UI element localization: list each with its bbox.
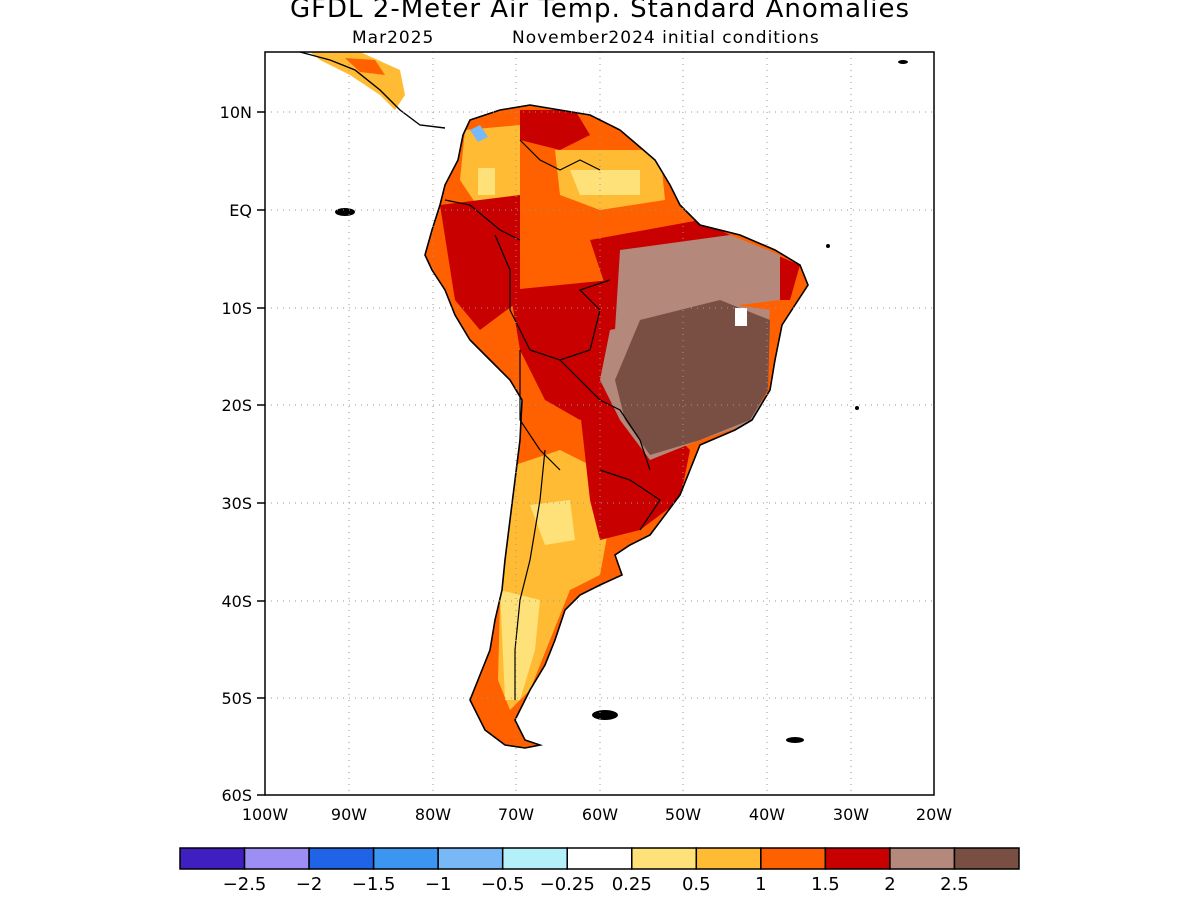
central-america-coast <box>299 51 446 129</box>
lon-label: 30W <box>833 805 869 824</box>
islands <box>335 60 908 743</box>
lon-label: 80W <box>415 805 451 824</box>
forecast-month: Mar2025 <box>352 28 435 48</box>
colorbar-label: −0.5 <box>481 874 525 895</box>
lon-label: 20W <box>916 805 952 824</box>
lon-label: 60W <box>582 805 618 824</box>
colorbar <box>179 847 1020 870</box>
lat-labels: 10N EQ 10S 20S 30S 40S 50S 60S <box>220 103 252 805</box>
colorbar-labels: −2.5 −2 −1.5 −1 −0.5 −0.25 0.25 0.5 1 1.5 2 2.5 <box>223 874 969 895</box>
lat-label: 20S <box>221 396 252 415</box>
initial-conditions: November2024 initial conditions <box>512 28 820 48</box>
lat-label: 10N <box>220 103 252 122</box>
colorbar-swatch <box>566 847 633 870</box>
colorbar-swatch <box>695 847 762 870</box>
colorbar-label: −2.5 <box>223 874 267 895</box>
colorbar-swatch <box>760 847 827 870</box>
colorbar-label: 0.25 <box>612 874 652 895</box>
colorbar-label: 1.5 <box>811 874 840 895</box>
colorbar-swatch <box>437 847 504 870</box>
map-border <box>264 51 935 796</box>
colorbar-swatch <box>631 847 698 870</box>
colorbar-label: −1.5 <box>352 874 396 895</box>
lat-label: 10S <box>221 299 252 318</box>
central-america-shading <box>310 52 405 110</box>
colorbar-label: 2 <box>884 874 895 895</box>
lon-label: 100W <box>242 805 289 824</box>
colorbar-swatch <box>308 847 375 870</box>
colorbar-label: 2.5 <box>940 874 969 895</box>
colorbar-swatch <box>889 847 956 870</box>
lat-label: EQ <box>229 201 252 220</box>
lon-label: 40W <box>749 805 785 824</box>
colorbar-swatch <box>824 847 891 870</box>
lat-ticks <box>257 111 265 796</box>
colorbar-label: 0.5 <box>682 874 711 895</box>
lat-label: 50S <box>221 689 252 708</box>
lon-label: 50W <box>665 805 701 824</box>
lon-labels: 100W 90W 80W 70W 60W 50W 40W 30W 20W <box>242 805 952 824</box>
colorbar-swatch <box>372 847 439 870</box>
colorbar-swatch <box>243 847 310 870</box>
lat-label: 60S <box>221 786 252 805</box>
lat-label: 40S <box>221 592 252 611</box>
colorbar-label: −0.25 <box>540 874 595 895</box>
colorbar-swatch <box>953 847 1020 870</box>
colorbar-label: −1 <box>425 874 452 895</box>
lon-label: 70W <box>498 805 534 824</box>
colorbar-swatch <box>179 847 246 870</box>
colorbar-label: 1 <box>755 874 766 895</box>
lat-label: 30S <box>221 494 252 513</box>
lon-label: 90W <box>331 805 367 824</box>
colorbar-swatch <box>501 847 568 870</box>
country-borders <box>444 139 661 700</box>
colorbar-label: −2 <box>296 874 323 895</box>
map-title: GFDL 2-Meter Air Temp. Standard Anomalie… <box>289 0 911 24</box>
